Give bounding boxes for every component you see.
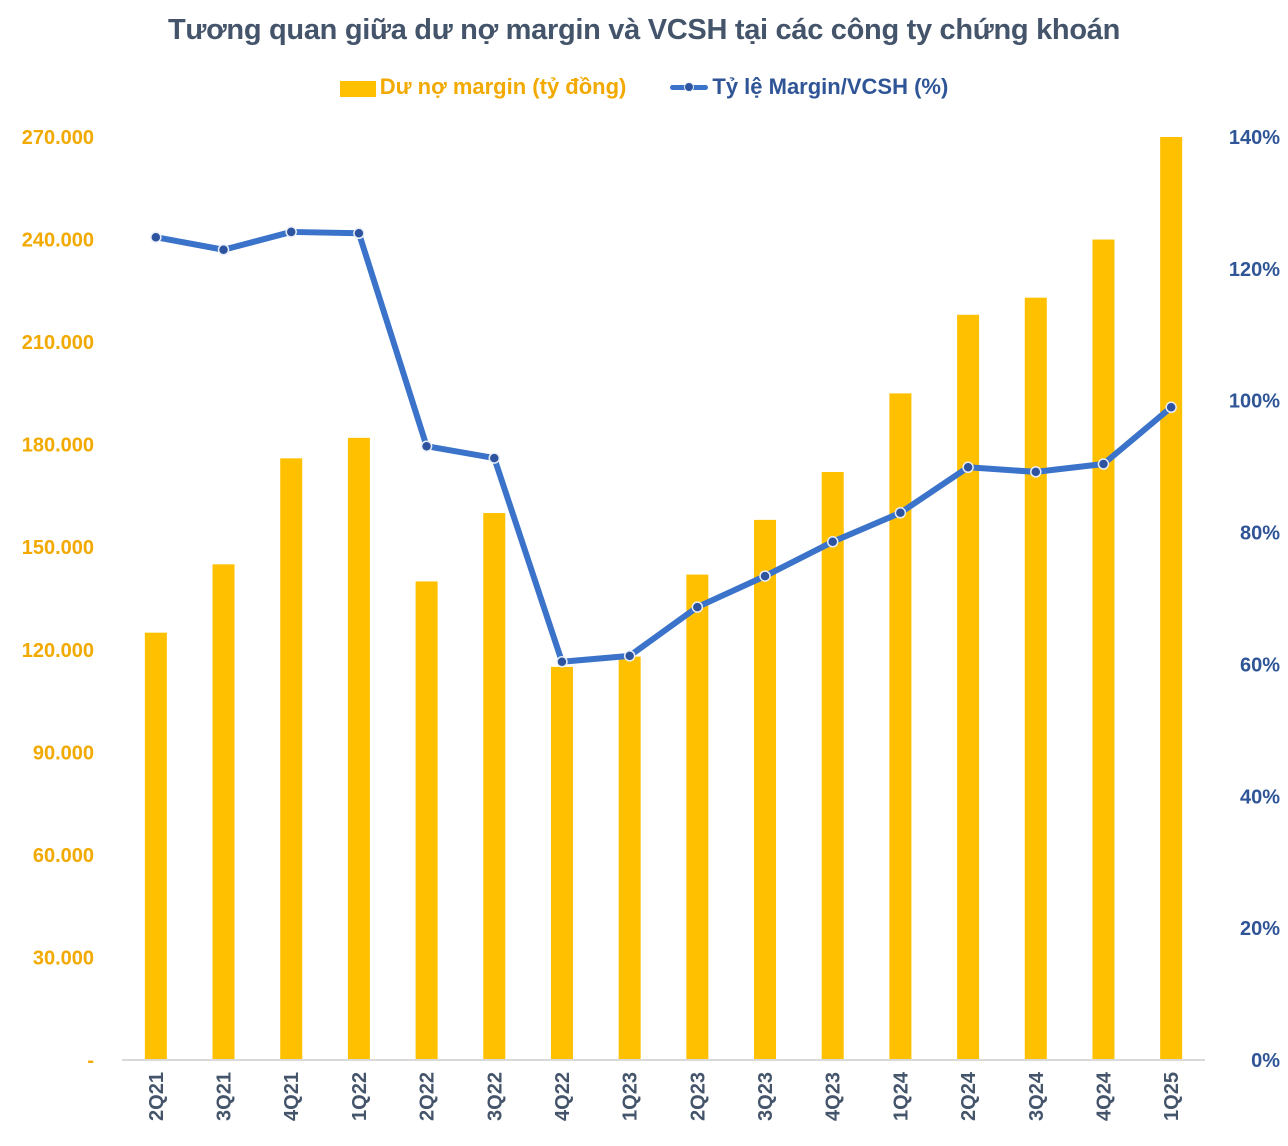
ratio-point-3Q23 [759, 570, 771, 582]
bar-2Q24 [957, 314, 980, 1061]
right-axis-tick-label: 40% [1240, 786, 1280, 808]
x-axis-tick-label: 1Q24 [890, 1071, 912, 1121]
left-axis-tick-label: 180.000 [22, 435, 94, 457]
ratio-point-4Q24 [1097, 458, 1110, 470]
ratio-point-4Q22 [556, 656, 568, 668]
bar-1Q23 [618, 656, 641, 1060]
x-axis-tick-label: 2Q22 [417, 1072, 439, 1121]
ratio-point-3Q24 [1030, 466, 1042, 478]
ratio-point-4Q21 [285, 226, 297, 238]
bar-3Q24 [1024, 297, 1047, 1060]
bar-4Q24 [1092, 239, 1115, 1061]
x-axis-tick-label: 1Q25 [1161, 1072, 1183, 1121]
left-axis-tick-label: 210.000 [22, 332, 94, 354]
left-axis-tick-label: 60.000 [33, 845, 94, 867]
bar-1Q22 [347, 437, 370, 1061]
ratio-point-3Q22 [488, 452, 501, 464]
x-axis-tick-label: 4Q24 [1093, 1071, 1115, 1121]
left-axis-tick-label: 150.000 [22, 537, 94, 559]
right-axis-tick-label: 60% [1240, 654, 1280, 676]
x-axis-tick-label: 1Q23 [620, 1072, 642, 1121]
legend: Dư nợ margin (tỷ đồng) Tỷ lệ Margin/VCSH… [0, 74, 1288, 100]
x-axis-tick-label: 2Q24 [958, 1071, 980, 1121]
legend-label-margin-debt: Dư nợ margin (tỷ đồng) [379, 74, 627, 99]
ratio-point-1Q23 [623, 650, 636, 662]
right-axis-tick-label: 120% [1229, 259, 1280, 281]
right-axis-tick-label: 0% [1251, 1050, 1280, 1072]
bar-1Q25 [1160, 137, 1183, 1060]
legend-item-ratio: Tỷ lệ Margin/VCSH (%) [670, 74, 948, 100]
left-axis-tick-label: 30.000 [33, 947, 94, 969]
legend-label-ratio: Tỷ lệ Margin/VCSH (%) [712, 74, 949, 99]
bar-3Q23 [754, 519, 777, 1060]
left-axis-tick-label: 90.000 [33, 742, 94, 764]
bar-4Q21 [280, 458, 303, 1061]
ratio-point-1Q24 [894, 507, 907, 519]
ratio-point-2Q22 [420, 440, 433, 452]
x-axis-tick-label: 3Q23 [755, 1072, 777, 1121]
chart-title: Tương quan giữa dư nợ margin và VCSH tại… [168, 14, 1120, 46]
x-axis-tick-label: 4Q21 [281, 1072, 303, 1121]
bar-4Q22 [550, 666, 573, 1060]
legend-bar-swatch-icon [339, 81, 376, 97]
ratio-point-2Q23 [691, 601, 704, 613]
x-axis-tick-label: 4Q22 [552, 1072, 574, 1121]
x-axis-tick-label: 1Q22 [349, 1072, 371, 1121]
x-axis-tick-label: 3Q24 [1026, 1071, 1048, 1121]
x-axis-tick-label: 3Q21 [214, 1072, 236, 1121]
right-axis-tick-label: 80% [1240, 523, 1280, 545]
ratio-point-2Q24 [962, 461, 974, 474]
x-axis-tick-label: 2Q23 [687, 1072, 709, 1121]
legend-line-marker-icon [670, 80, 709, 94]
bar-3Q22 [483, 513, 506, 1060]
bar-3Q21 [212, 564, 235, 1060]
legend-item-margin-debt: Dư nợ margin (tỷ đồng) [339, 74, 627, 100]
bar-2Q21 [144, 632, 167, 1060]
bar-2Q23 [686, 574, 709, 1060]
right-axis-tick-label: 100% [1229, 391, 1280, 413]
ratio-point-1Q22 [353, 227, 365, 240]
ratio-point-2Q21 [150, 231, 162, 243]
left-axis-tick-label: 240.000 [22, 230, 94, 252]
right-axis-tick-label: 140% [1229, 127, 1280, 149]
bar-2Q22 [415, 581, 438, 1060]
ratio-point-1Q25 [1165, 401, 1177, 414]
left-axis-tick-label: 120.000 [22, 640, 94, 662]
x-axis-tick-label: 4Q23 [823, 1072, 845, 1121]
right-axis-tick-label: 20% [1240, 918, 1280, 940]
left-axis-tick-label: - [87, 1050, 94, 1072]
bar-1Q24 [889, 393, 912, 1060]
ratio-point-3Q21 [217, 243, 230, 256]
x-axis-tick-label: 3Q22 [484, 1072, 506, 1121]
x-axis-tick-label: 2Q21 [146, 1072, 168, 1121]
ratio-line [152, 228, 1175, 665]
ratio-point-4Q23 [826, 536, 839, 548]
bar-4Q23 [821, 472, 844, 1061]
left-axis-tick-label: 270.000 [22, 127, 94, 149]
